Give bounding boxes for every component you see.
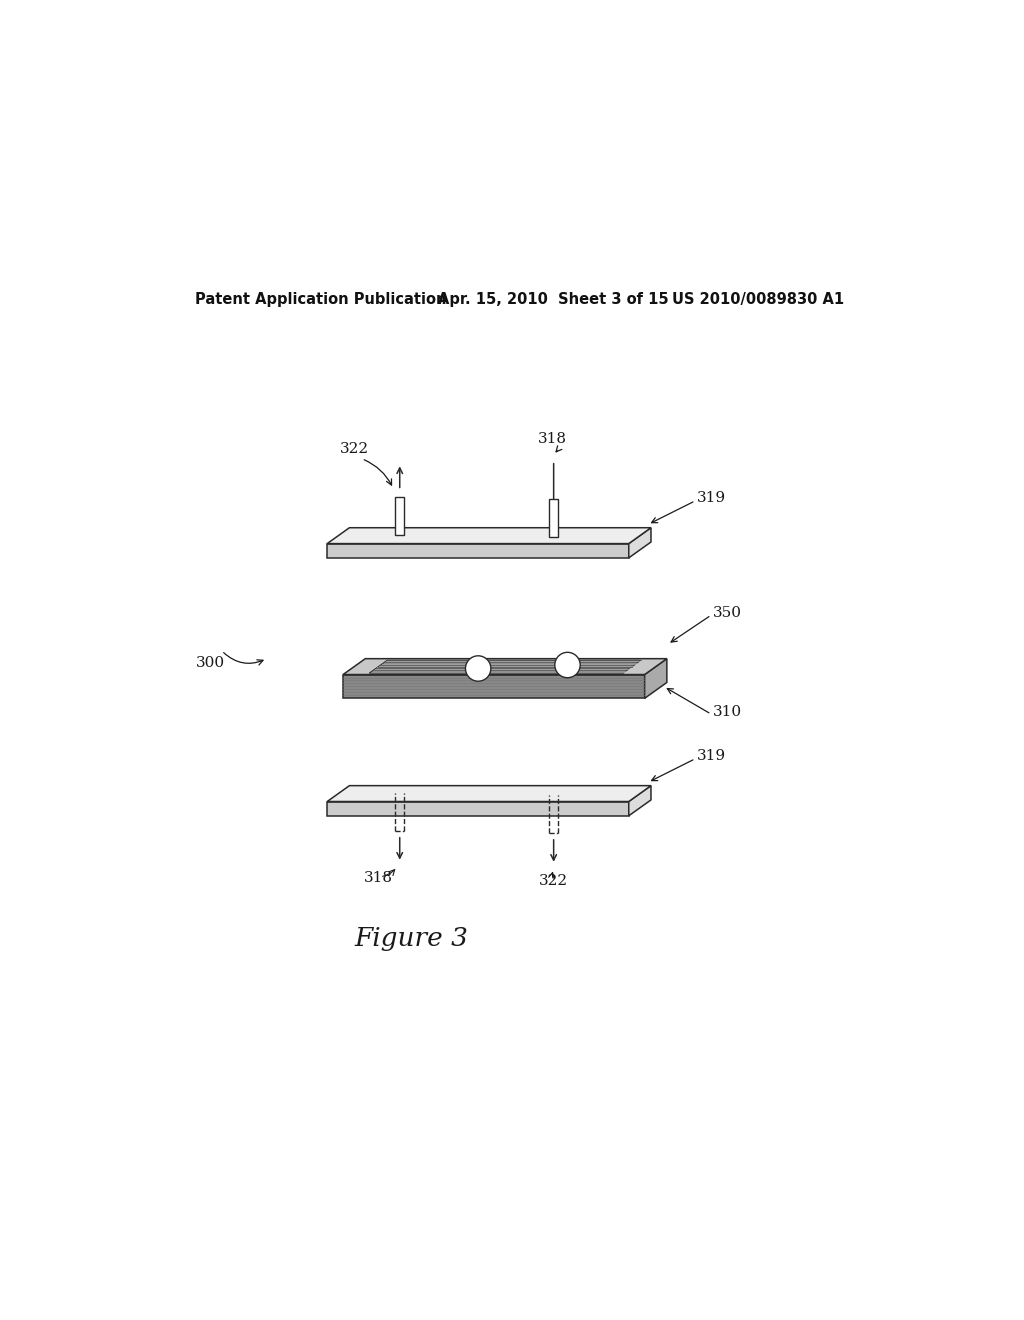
Text: 318: 318 [538,432,566,446]
Polygon shape [549,499,558,537]
Circle shape [466,656,490,681]
Text: Figure 3: Figure 3 [354,925,468,950]
Polygon shape [370,660,640,673]
Text: 310: 310 [713,705,742,719]
Text: 350: 350 [713,606,741,619]
Polygon shape [343,675,645,698]
Text: 322: 322 [540,874,568,887]
Polygon shape [629,785,651,816]
Text: 322: 322 [340,442,370,457]
Polygon shape [343,659,667,675]
Polygon shape [629,528,651,558]
Text: 318: 318 [364,871,393,886]
Polygon shape [328,544,629,558]
Polygon shape [645,659,667,698]
Text: 319: 319 [697,491,726,506]
Text: 300: 300 [196,656,224,669]
Polygon shape [328,528,651,544]
Text: 319: 319 [697,750,726,763]
Circle shape [555,652,581,677]
Polygon shape [395,496,404,535]
Text: US 2010/0089830 A1: US 2010/0089830 A1 [672,292,844,308]
Text: Apr. 15, 2010  Sheet 3 of 15: Apr. 15, 2010 Sheet 3 of 15 [437,292,668,308]
Polygon shape [328,801,629,816]
Polygon shape [328,785,651,801]
Text: Patent Application Publication: Patent Application Publication [196,292,446,308]
